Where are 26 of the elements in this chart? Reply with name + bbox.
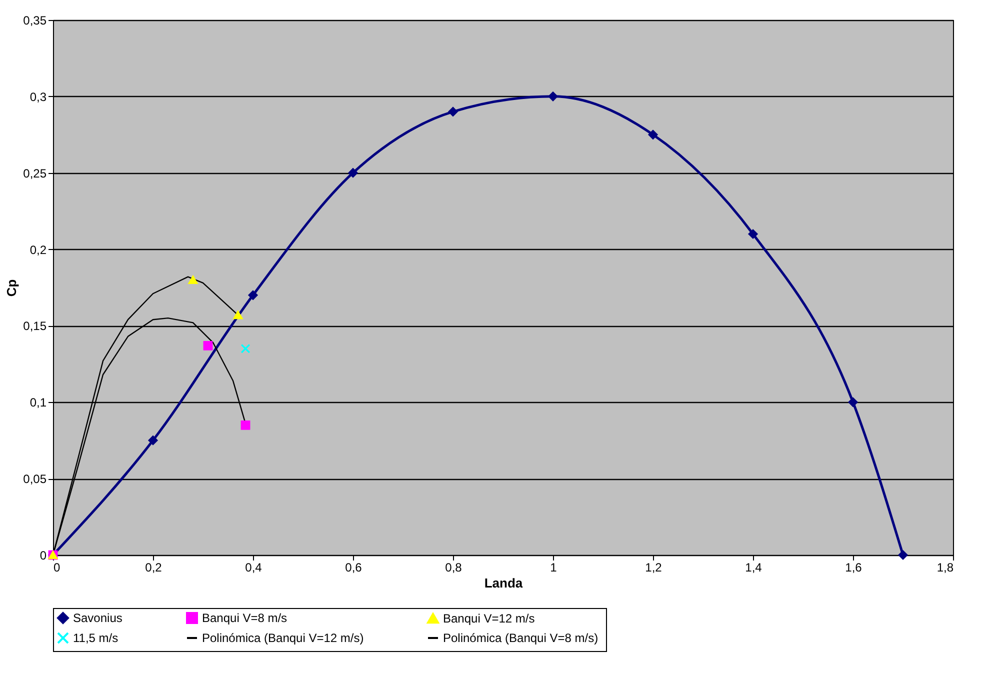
y-tick-label: 0,1 <box>30 396 47 410</box>
legend-label: Polinómica (Banqui V=8 m/s) <box>443 631 598 645</box>
x-tick-label: 0,8 <box>445 560 462 574</box>
x-tick-label: 1,2 <box>645 560 662 574</box>
legend-label: Savonius <box>73 611 122 625</box>
y-axis-title: Cp <box>4 279 20 297</box>
legend-label: Polinómica (Banqui V=12 m/s) <box>202 631 364 645</box>
y-tick-label: 0,05 <box>23 472 47 486</box>
legend-label: Banqui V=12 m/s <box>443 611 535 626</box>
legend-label: Banqui V=8 m/s <box>202 611 288 625</box>
x-tick-label: 0,4 <box>245 560 262 574</box>
y-tick-label: 0,35 <box>23 14 47 28</box>
y-tick-label: 0,15 <box>23 319 47 334</box>
y-tick-label: 0,25 <box>23 166 47 180</box>
x-tick-label: 0,6 <box>345 560 362 574</box>
x-tick-label: 1,6 <box>845 560 862 574</box>
x-tick-label: 0,2 <box>145 560 162 574</box>
x-tick-label: 1,4 <box>745 560 762 574</box>
legend-label: 11,5 m/s <box>73 631 118 645</box>
x-axis-title: Landa <box>484 576 524 590</box>
y-tick-label: 0,2 <box>30 242 47 257</box>
x-tick-label: 1 <box>550 560 558 574</box>
x-tick-label: 0 <box>54 560 60 574</box>
y-tick-label: 0 <box>40 548 47 562</box>
y-tick-label: 0,3 <box>30 90 47 104</box>
x-tick-label: 1,8 <box>936 560 954 574</box>
